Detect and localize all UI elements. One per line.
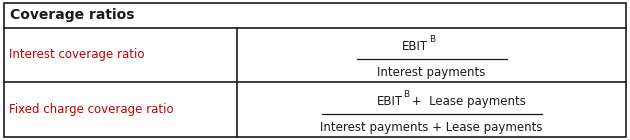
Text: EBIT: EBIT (401, 40, 428, 53)
Text: B: B (430, 35, 436, 44)
Text: Interest payments + Lease payments: Interest payments + Lease payments (321, 121, 543, 134)
Text: EBIT: EBIT (377, 95, 403, 108)
Text: Fixed charge coverage ratio: Fixed charge coverage ratio (9, 103, 174, 116)
Text: B: B (403, 90, 409, 99)
Text: +  Lease payments: + Lease payments (408, 95, 525, 108)
Text: Coverage ratios: Coverage ratios (10, 8, 134, 22)
Text: Interest payments: Interest payments (377, 66, 486, 79)
Text: Interest coverage ratio: Interest coverage ratio (9, 48, 144, 61)
